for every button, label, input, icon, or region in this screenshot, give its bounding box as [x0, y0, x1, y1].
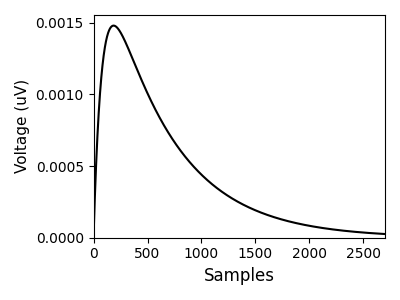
- X-axis label: Samples: Samples: [204, 267, 275, 285]
- Y-axis label: Voltage (uV): Voltage (uV): [15, 79, 30, 173]
